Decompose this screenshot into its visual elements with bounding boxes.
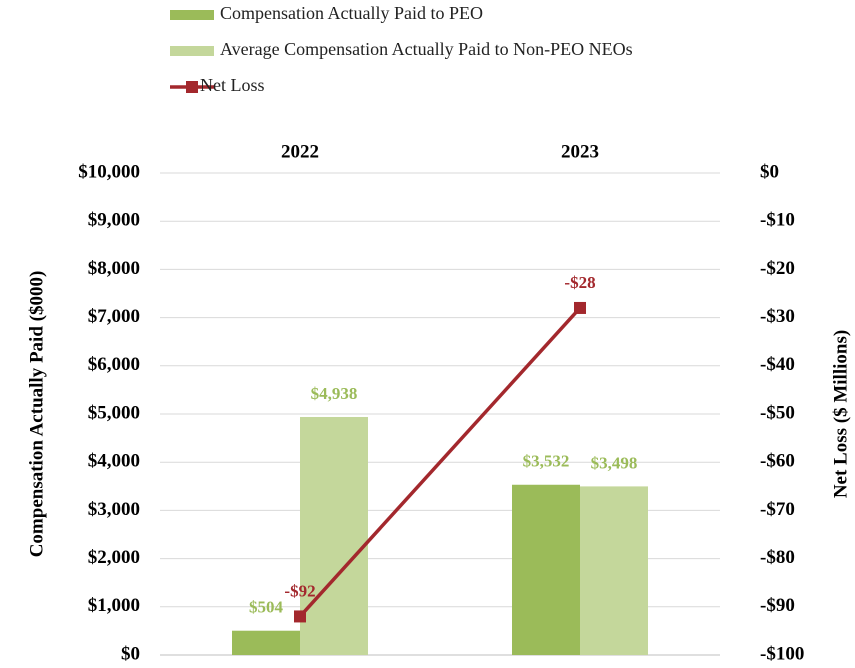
bar (512, 484, 580, 655)
data-label: $504 (249, 598, 284, 617)
legend-label: Compensation Actually Paid to PEO (220, 3, 483, 23)
y-tick-label: $10,000 (78, 161, 140, 182)
category-label: 2023 (561, 141, 599, 162)
legend-swatch (170, 10, 214, 20)
legend-swatch (170, 46, 214, 56)
y2-tick-label: $0 (760, 161, 779, 182)
y-tick-label: $2,000 (88, 547, 140, 568)
y2-tick-label: -$90 (760, 595, 795, 616)
line-marker (294, 610, 306, 623)
line (298, 306, 582, 618)
y-tick-label: $5,000 (88, 402, 140, 423)
y-tick-label: $9,000 (88, 210, 140, 231)
data-label: $3,498 (591, 453, 638, 472)
y2-tick-label: -$70 (760, 499, 795, 520)
y-tick-label: $7,000 (88, 306, 140, 327)
y-axis-title: Compensation Actually Paid ($000) (26, 271, 47, 558)
bar (300, 416, 368, 655)
y-tick-label: $3,000 (88, 499, 140, 520)
y2-axis-title: Net Loss ($ Millions) (830, 330, 851, 498)
y2-tick-label: -$40 (760, 354, 795, 375)
data-label: -$92 (284, 581, 315, 600)
data-label: -$28 (564, 273, 595, 292)
y2-tick-label: -$100 (760, 643, 804, 664)
y-tick-label: $0 (121, 643, 140, 664)
bar (580, 486, 648, 655)
y2-tick-label: -$80 (760, 547, 795, 568)
y2-tick-label: -$60 (760, 451, 795, 472)
legend-marker (186, 81, 198, 93)
legend-label: Net Loss (200, 75, 265, 95)
y-tick-label: $1,000 (88, 595, 140, 616)
y-tick-label: $8,000 (88, 258, 140, 279)
bar (232, 630, 300, 655)
y-tick-label: $4,000 (88, 451, 140, 472)
y2-tick-label: -$50 (760, 402, 795, 423)
y2-tick-label: -$10 (760, 210, 795, 231)
category-label: 2022 (281, 141, 319, 162)
data-label: $3,532 (523, 452, 570, 471)
y2-tick-label: -$30 (760, 306, 795, 327)
line-marker (574, 301, 586, 314)
data-label: $4,938 (311, 384, 358, 403)
y2-tick-label: -$20 (760, 258, 795, 279)
y-tick-label: $6,000 (88, 354, 140, 375)
legend-label: Average Compensation Actually Paid to No… (220, 39, 633, 59)
